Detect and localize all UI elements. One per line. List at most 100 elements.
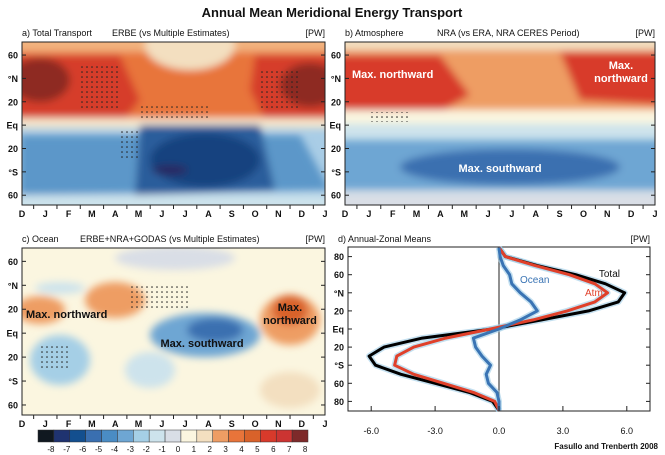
legend-total: Total xyxy=(599,269,620,280)
y-tick-label: °S xyxy=(334,361,344,371)
x-tick-label: A xyxy=(112,209,119,219)
panel-c-annotation-max: Max. xyxy=(278,302,302,314)
panel-b-annotation-max: Max. xyxy=(609,60,633,72)
colorbar-label: -1 xyxy=(159,445,167,454)
colorbar-label: 7 xyxy=(287,445,292,454)
y-tick-label: 60 xyxy=(331,191,341,201)
credit: Fasullo and Trenberth 2008 xyxy=(554,442,658,451)
y-tick-label: 20 xyxy=(334,306,344,316)
panel-b-annotation-northward: northward xyxy=(594,73,648,85)
x-tick-label: -6.0 xyxy=(363,426,379,436)
x-tick-label: N xyxy=(604,209,611,219)
x-tick-label: J xyxy=(43,419,48,429)
panel-b-annotation-max-northward: Max. northward xyxy=(352,69,433,81)
x-tick-label: -3.0 xyxy=(427,426,443,436)
x-tick-label: 6.0 xyxy=(621,426,634,436)
colorbar-label: 5 xyxy=(255,445,260,454)
colorbar-cell xyxy=(244,429,261,443)
colorbar-cell xyxy=(148,429,166,443)
x-tick-label: M xyxy=(135,419,143,429)
x-tick-label: J xyxy=(159,419,164,429)
x-tick-label: J xyxy=(322,419,327,429)
x-tick-label: D xyxy=(298,209,305,219)
x-tick-label: M xyxy=(135,209,143,219)
panel-d-label: d) Annual-Zonal Means xyxy=(338,234,432,244)
x-tick-label: S xyxy=(229,419,235,429)
x-tick-label: O xyxy=(252,209,259,219)
x-tick-label: A xyxy=(437,209,444,219)
colorbar-cell xyxy=(180,429,198,443)
panel-b-y-axis: 60 °N 20 Eq 20 °S 60 xyxy=(329,51,655,201)
y-tick-label: °S xyxy=(8,377,18,387)
y-tick-label: 60 xyxy=(8,400,18,410)
panel-c-heatmap xyxy=(22,248,325,415)
colorbar-cell xyxy=(53,429,71,443)
colorbar-cell xyxy=(85,429,102,443)
y-tick-label: 20 xyxy=(8,97,18,107)
legend-atm: Atm xyxy=(585,288,603,299)
panel-a-title: ERBE (vs Multiple Estimates) xyxy=(112,28,230,38)
colorbar-cell xyxy=(275,429,293,443)
x-tick-label: J xyxy=(322,209,327,219)
y-tick-label: 20 xyxy=(8,144,18,154)
x-tick-label: J xyxy=(486,209,491,219)
colorbar-label: 8 xyxy=(303,445,308,454)
x-tick-label: 3.0 xyxy=(557,426,570,436)
panel-c-label: c) Ocean xyxy=(22,234,59,244)
y-tick-label: 60 xyxy=(8,257,18,267)
panel-c-y-axis: 60 °N 20 Eq 20 °S 60 xyxy=(6,257,325,410)
colorbar-cell xyxy=(196,429,213,443)
panel-a-units: [PW] xyxy=(306,28,326,38)
y-tick-label: °S xyxy=(8,167,18,177)
y-tick-label: °N xyxy=(334,288,344,298)
colorbar-label: -7 xyxy=(63,445,71,454)
x-tick-label: O xyxy=(580,209,587,219)
x-tick-label: J xyxy=(183,209,188,219)
colorbar-label: -4 xyxy=(111,445,119,454)
y-tick-label: 20 xyxy=(8,305,18,315)
x-tick-label: D xyxy=(342,209,349,219)
x-tick-label: J xyxy=(652,209,657,219)
y-tick-label: 60 xyxy=(8,51,18,61)
panel-b-heatmap xyxy=(345,42,655,205)
colorbar-cell xyxy=(228,429,245,443)
y-tick-label: °N xyxy=(8,74,18,84)
colorbar-cell xyxy=(291,429,309,443)
y-tick-label: 20 xyxy=(331,97,341,107)
y-tick-label: °S xyxy=(331,167,341,177)
y-tick-label: 60 xyxy=(8,191,18,201)
legend-ocean: Ocean xyxy=(520,275,549,286)
x-tick-label: F xyxy=(390,209,396,219)
x-tick-label: J xyxy=(509,209,514,219)
x-tick-label: M xyxy=(413,209,421,219)
colorbar: -8 -7 -6 -5 -4 -3 -2 -1 0 1 2 3 4 5 6 7 8 xyxy=(37,429,309,454)
x-tick-label: M xyxy=(88,419,96,429)
panel-a-y-axis: 60 °N 20 Eq 20 °S 60 xyxy=(6,51,325,201)
colorbar-cell xyxy=(117,429,134,443)
colorbar-label: -6 xyxy=(79,445,87,454)
panel-b-annotation-max-southward: Max. southward xyxy=(458,163,541,175)
panel-c-title: ERBE+NRA+GODAS (vs Multiple Estimates) xyxy=(80,234,260,244)
colorbar-cell xyxy=(133,429,150,443)
colorbar-label: -8 xyxy=(47,445,55,454)
x-tick-label: D xyxy=(19,419,26,429)
x-tick-label: J xyxy=(159,209,164,219)
x-tick-label: D xyxy=(628,209,635,219)
panel-d-lines xyxy=(366,245,628,413)
figure-title: Annual Mean Meridional Energy Transport xyxy=(202,5,463,20)
colorbar-label: 2 xyxy=(208,445,213,454)
colorbar-label: 6 xyxy=(271,445,276,454)
y-tick-label: Eq xyxy=(6,121,18,131)
y-tick-label: 80 xyxy=(334,397,344,407)
x-tick-label: D xyxy=(19,209,26,219)
panel-c-annotation-northward: northward xyxy=(263,315,317,327)
colorbar-cell xyxy=(37,429,55,443)
colorbar-label: -5 xyxy=(95,445,103,454)
y-tick-label: 80 xyxy=(334,252,344,262)
x-tick-label: N xyxy=(275,419,282,429)
x-tick-label: F xyxy=(66,209,72,219)
x-tick-label: N xyxy=(275,209,282,219)
x-tick-label: J xyxy=(183,419,188,429)
